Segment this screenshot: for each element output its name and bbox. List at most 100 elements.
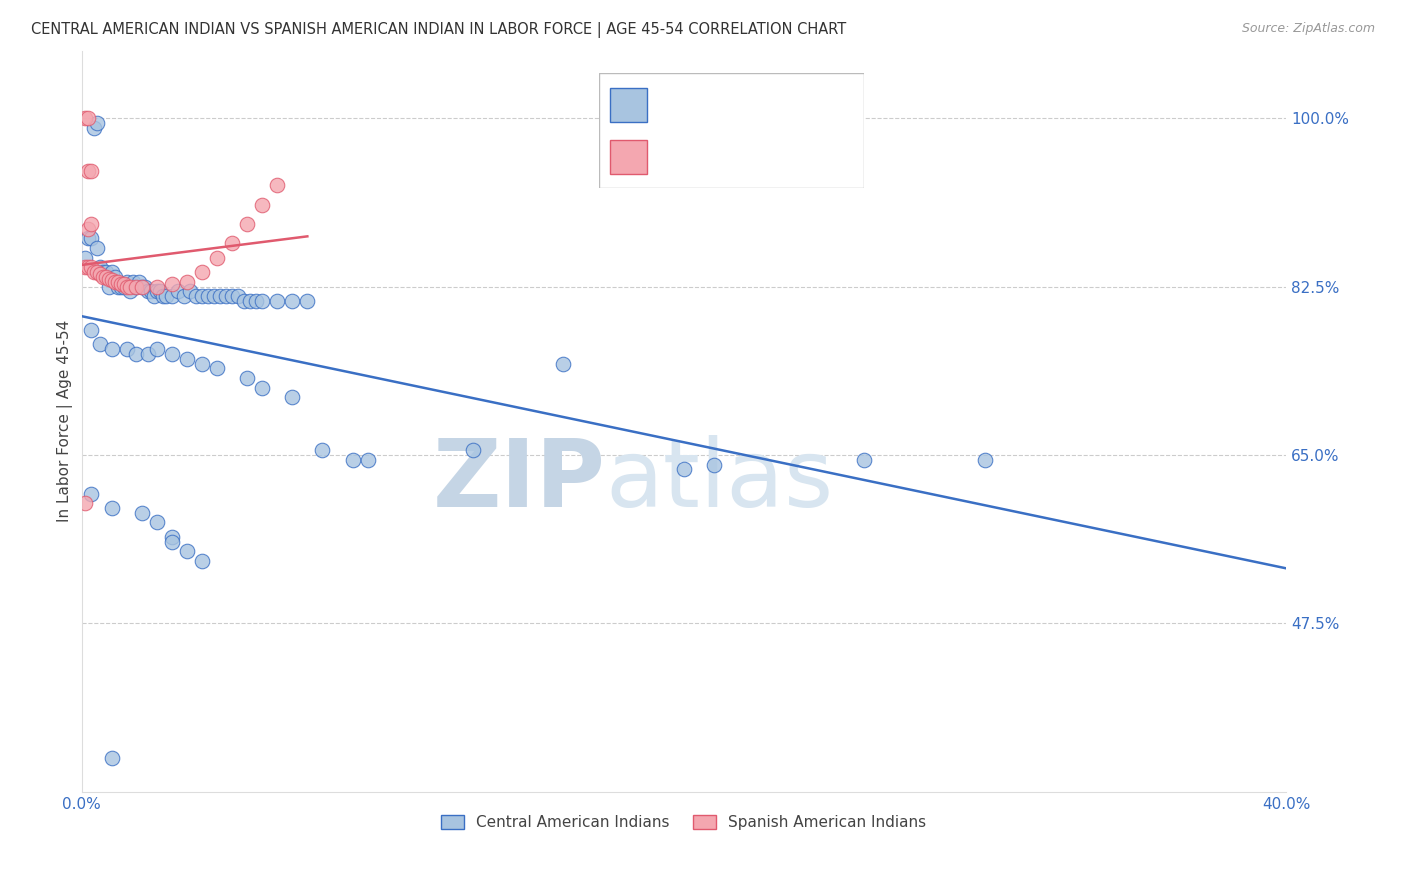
Point xyxy=(76,164,98,178)
Point xyxy=(73,496,96,510)
Point xyxy=(118,285,141,299)
Point xyxy=(107,275,129,289)
Point xyxy=(94,265,117,279)
Point xyxy=(221,236,243,251)
Point xyxy=(173,289,195,303)
Point xyxy=(205,251,228,265)
Text: ZIP: ZIP xyxy=(433,434,606,526)
Point xyxy=(155,289,177,303)
Point xyxy=(215,289,238,303)
Point xyxy=(176,275,198,289)
Point xyxy=(73,260,96,275)
Point xyxy=(79,260,101,275)
Point xyxy=(146,342,169,356)
Point xyxy=(136,347,159,361)
Point xyxy=(112,279,135,293)
Point xyxy=(191,357,214,371)
Point xyxy=(245,293,267,308)
Point xyxy=(236,217,259,231)
Point xyxy=(208,289,231,303)
Text: Source: ZipAtlas.com: Source: ZipAtlas.com xyxy=(1241,22,1375,36)
Point xyxy=(100,751,122,765)
Point xyxy=(197,289,219,303)
Point xyxy=(131,279,153,293)
Point xyxy=(118,279,141,293)
Point xyxy=(89,267,111,281)
Point xyxy=(86,241,108,255)
Point xyxy=(100,265,122,279)
Point xyxy=(76,231,98,245)
Point xyxy=(100,273,122,287)
Point xyxy=(79,217,101,231)
Point xyxy=(100,342,122,356)
Point xyxy=(176,544,198,558)
Point xyxy=(121,275,143,289)
Point xyxy=(131,506,153,520)
Point xyxy=(100,500,122,515)
Point xyxy=(191,265,214,279)
Point xyxy=(107,279,129,293)
Point xyxy=(91,269,114,284)
Point xyxy=(281,293,304,308)
Point xyxy=(179,285,201,299)
Point xyxy=(250,381,273,395)
Point xyxy=(672,462,695,476)
Y-axis label: In Labor Force | Age 45-54: In Labor Force | Age 45-54 xyxy=(58,320,73,523)
Point xyxy=(115,279,138,293)
Point xyxy=(89,260,111,275)
Point xyxy=(205,361,228,376)
Point xyxy=(125,279,148,293)
Point xyxy=(79,164,101,178)
Legend: Central American Indians, Spanish American Indians: Central American Indians, Spanish Americ… xyxy=(436,809,932,836)
Point xyxy=(110,279,132,293)
Point xyxy=(239,293,262,308)
Point xyxy=(226,289,249,303)
Point xyxy=(139,285,162,299)
Point xyxy=(973,453,995,467)
Point xyxy=(115,275,138,289)
Point xyxy=(160,277,183,291)
Point xyxy=(110,277,132,291)
Point xyxy=(191,554,214,568)
Point xyxy=(221,289,243,303)
Point xyxy=(104,275,127,289)
Point xyxy=(176,351,198,366)
Point xyxy=(191,289,214,303)
Point xyxy=(76,221,98,235)
Point xyxy=(73,111,96,125)
Point xyxy=(136,285,159,299)
Point xyxy=(250,197,273,211)
Text: CENTRAL AMERICAN INDIAN VS SPANISH AMERICAN INDIAN IN LABOR FORCE | AGE 45-54 CO: CENTRAL AMERICAN INDIAN VS SPANISH AMERI… xyxy=(31,22,846,38)
Point xyxy=(89,337,111,351)
Point xyxy=(125,279,148,293)
Point xyxy=(149,285,172,299)
Point xyxy=(79,323,101,337)
Point xyxy=(97,272,120,286)
Point xyxy=(86,116,108,130)
Point xyxy=(83,265,105,279)
Point xyxy=(266,178,288,193)
Point xyxy=(83,120,105,135)
Point xyxy=(97,279,120,293)
Point xyxy=(125,347,148,361)
Point xyxy=(553,357,575,371)
Point xyxy=(297,293,319,308)
Point xyxy=(461,443,484,458)
Point xyxy=(250,293,273,308)
Point xyxy=(160,289,183,303)
Point xyxy=(73,251,96,265)
Point xyxy=(86,265,108,279)
Text: atlas: atlas xyxy=(606,434,834,526)
Point xyxy=(236,371,259,385)
Point xyxy=(160,347,183,361)
Point xyxy=(160,530,183,544)
Point xyxy=(128,275,150,289)
Point xyxy=(342,453,364,467)
Point xyxy=(146,279,169,293)
Point xyxy=(112,277,135,291)
Point xyxy=(91,265,114,279)
Point xyxy=(115,342,138,356)
Point xyxy=(202,289,225,303)
Point xyxy=(79,486,101,500)
Point xyxy=(79,231,101,245)
